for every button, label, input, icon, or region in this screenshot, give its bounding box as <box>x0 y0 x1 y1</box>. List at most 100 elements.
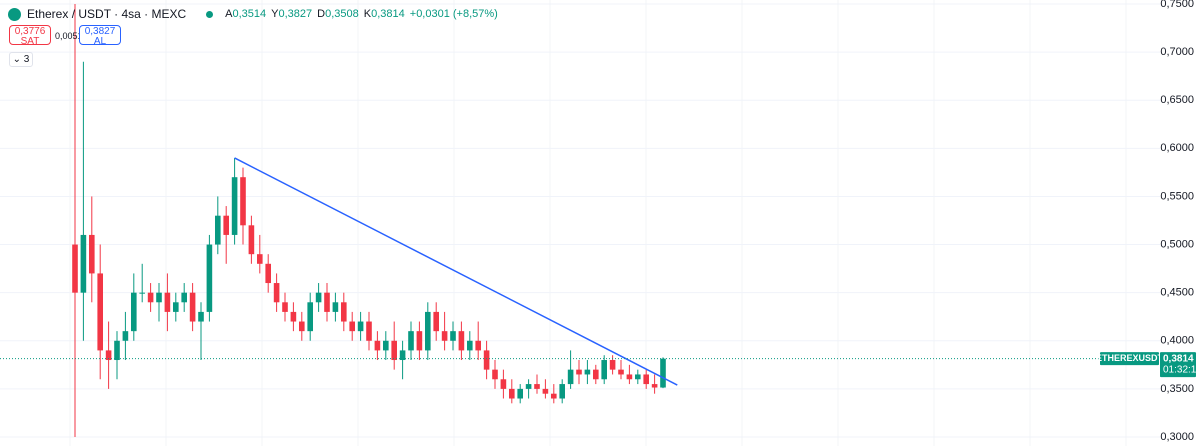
y-tick-label: 0,5000 <box>1160 238 1194 250</box>
y-tick-label: 0,5500 <box>1160 190 1194 202</box>
candle-body <box>257 254 263 264</box>
trendline <box>234 157 678 386</box>
candle-body <box>324 292 330 312</box>
symbol-label: ETHEREXUSDT <box>1096 353 1164 363</box>
candle-body <box>643 374 649 385</box>
ohlc-key: D <box>317 8 326 20</box>
y-tick-label: 0,7500 <box>1160 0 1194 10</box>
candle-body <box>105 350 112 361</box>
candle-body <box>290 311 297 322</box>
candle-body <box>97 273 103 351</box>
candle-body <box>265 263 271 284</box>
y-tick-label: 0,4000 <box>1160 335 1194 347</box>
header: Etherex / USDT · 4sa · MEXC A0,3514 Y0,38… <box>8 7 503 21</box>
price-label-bg <box>1160 352 1196 378</box>
candle-body <box>660 358 666 388</box>
candle-body <box>80 234 87 293</box>
candle-body <box>181 292 187 303</box>
candle-body <box>156 292 162 303</box>
countdown-label: 01:32:10 <box>1163 364 1200 375</box>
sell-label: SAT <box>20 36 40 47</box>
buy-label: AL <box>93 36 107 47</box>
candle-body <box>467 340 473 351</box>
candle-body <box>500 379 507 389</box>
candle-body <box>391 340 397 361</box>
candle-body <box>517 388 523 399</box>
candle-body <box>332 302 339 312</box>
logo <box>8 7 21 21</box>
candle-body <box>349 321 355 332</box>
candle-body <box>567 369 574 385</box>
sell-price: 0,3776 <box>14 26 46 37</box>
ohlc-change: +0,0301 (+8,57%) <box>409 8 498 20</box>
candle-body <box>131 292 137 332</box>
candle-body <box>72 244 78 293</box>
candle-body <box>433 311 439 332</box>
candle-body <box>584 369 591 375</box>
status-dot <box>206 10 214 18</box>
y-tick-label: 0,6500 <box>1160 94 1194 106</box>
candle-body <box>492 369 498 380</box>
candle-body <box>282 302 288 312</box>
candle-body <box>383 340 389 351</box>
y-tick-label: 0,3000 <box>1160 431 1194 443</box>
y-tick-label: 0,3500 <box>1160 383 1194 395</box>
ohlc-key: Y <box>271 8 279 20</box>
symbol-label-bg <box>1100 352 1159 366</box>
indicators-count: 3 <box>23 54 30 65</box>
candle-body <box>147 292 154 303</box>
candle-body <box>651 384 658 388</box>
ohlc-value: 0,3814 <box>371 8 405 20</box>
ohlc-value: 0,3827 <box>278 8 313 20</box>
candle-body <box>248 225 255 255</box>
candle-body <box>240 177 246 226</box>
ohlc-value: 0,3514 <box>232 8 267 20</box>
ohlc-key: A <box>225 8 233 20</box>
price-label: 0,3814 <box>1163 353 1194 364</box>
ohlc-key: K <box>363 8 372 20</box>
candle-body <box>215 215 221 245</box>
candle-body <box>341 302 347 322</box>
buy-price: 0,3827 <box>84 26 116 37</box>
candle-body <box>173 302 179 312</box>
candle-body <box>206 244 213 312</box>
candle-body <box>357 321 364 332</box>
buy-button[interactable]: 0,3827 AL <box>79 25 121 47</box>
candle-body <box>601 360 607 380</box>
candle-body <box>458 331 465 351</box>
candle-body <box>366 321 372 341</box>
candle-body <box>609 360 616 370</box>
candle-body <box>408 331 414 351</box>
candle-body <box>534 384 540 389</box>
candle-body <box>374 340 381 351</box>
candle-body <box>189 292 196 322</box>
candle-body <box>475 340 481 351</box>
candle-body <box>551 393 557 399</box>
candle-body <box>164 292 171 312</box>
candle-body <box>542 388 549 394</box>
candle-body <box>223 215 229 235</box>
y-tick-label: 0,7000 <box>1160 46 1194 58</box>
candle-body <box>425 311 431 351</box>
candle-body <box>559 384 565 399</box>
candle-body <box>483 350 490 370</box>
candle-body <box>122 331 129 341</box>
candle-body <box>89 234 95 274</box>
ohlc-value: 0,3508 <box>325 8 359 20</box>
indicators-toggle[interactable]: ⌄ 3 <box>9 52 33 67</box>
symbol-title[interactable]: Etherex / USDT · 4sa · MEXC <box>27 7 187 21</box>
ohlc-legend: A0,3514 Y0,3827 D0,3508 K0,3814 +0,0301 (+8,… <box>225 8 503 20</box>
candle-body <box>114 340 120 361</box>
candle-body <box>273 283 280 303</box>
y-tick-label: 0,4500 <box>1160 287 1194 299</box>
sell-button[interactable]: 0,3776 SAT <box>9 25 51 47</box>
y-tick-label: 0,6000 <box>1160 142 1194 154</box>
candle-body <box>593 369 599 380</box>
spread: 0,0051 <box>55 31 83 41</box>
candle-body <box>509 388 515 399</box>
candle-body <box>525 384 532 389</box>
candle-body <box>416 331 423 351</box>
candle-body <box>307 302 313 332</box>
